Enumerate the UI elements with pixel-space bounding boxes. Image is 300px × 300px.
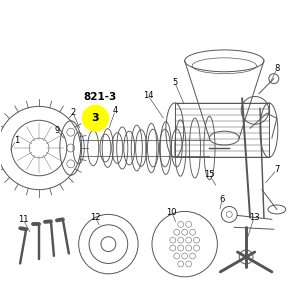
Text: 15: 15 (204, 170, 215, 179)
Text: 6: 6 (220, 195, 225, 204)
Text: 7: 7 (274, 165, 280, 174)
Text: 1: 1 (14, 136, 19, 145)
Text: 14: 14 (143, 91, 153, 100)
Text: 10: 10 (167, 208, 177, 217)
Text: 12: 12 (90, 213, 101, 222)
Text: 4: 4 (113, 106, 118, 115)
Text: 8: 8 (274, 64, 280, 73)
Text: 9: 9 (54, 126, 59, 135)
Text: 5: 5 (172, 78, 177, 87)
Text: 11: 11 (18, 215, 28, 224)
Text: 13: 13 (249, 213, 259, 222)
Text: 2: 2 (70, 108, 75, 117)
Text: 821-3: 821-3 (84, 92, 117, 103)
Text: 3: 3 (92, 113, 99, 123)
Circle shape (82, 105, 108, 131)
